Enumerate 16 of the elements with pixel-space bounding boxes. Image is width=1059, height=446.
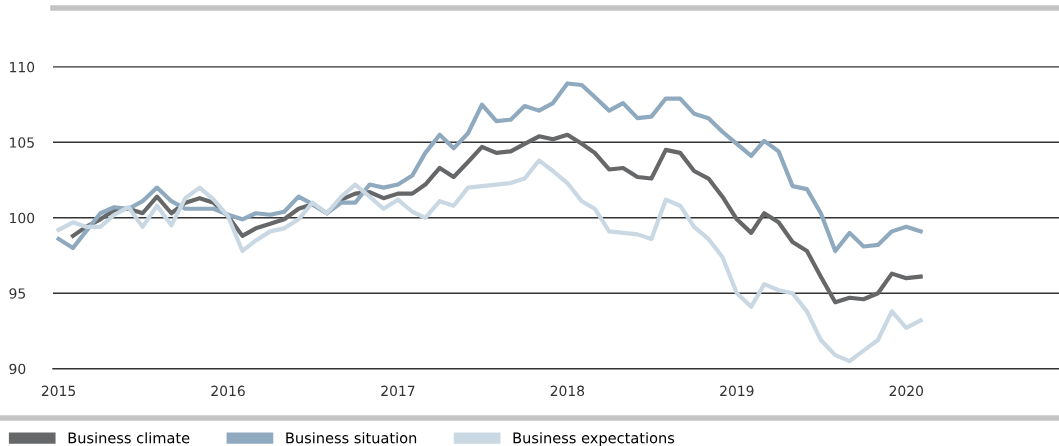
line-series xyxy=(56,158,923,364)
x-tick-label: 2019 xyxy=(720,385,754,397)
y-tick-label: 95 xyxy=(9,288,26,299)
legend-label: Business climate xyxy=(68,432,190,444)
y-tick-label: 90 xyxy=(9,363,26,375)
x-tick-label: 2017 xyxy=(381,385,415,397)
line-series xyxy=(56,81,923,254)
x-tick-label: 2016 xyxy=(211,385,245,397)
x-tick-label: 2015 xyxy=(41,385,76,397)
y-tick-label: 100 xyxy=(10,212,35,224)
y-tick-label: 105 xyxy=(10,137,34,148)
x-tick-label: 2018 xyxy=(550,385,585,397)
legend-label: Business situation xyxy=(286,432,417,444)
legend-label: Business expectations xyxy=(513,432,675,446)
y-tick-label: 110 xyxy=(10,61,35,73)
x-tick-label: 2020 xyxy=(889,385,924,397)
